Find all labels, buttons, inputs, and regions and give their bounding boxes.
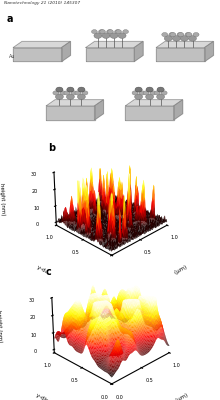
- Polygon shape: [46, 106, 95, 120]
- Text: b: b: [48, 143, 55, 153]
- Text: a: a: [7, 14, 13, 24]
- Polygon shape: [174, 100, 183, 120]
- Circle shape: [193, 32, 199, 37]
- Circle shape: [146, 87, 153, 92]
- Polygon shape: [13, 48, 62, 62]
- Text: Au: Au: [9, 54, 15, 58]
- Circle shape: [66, 94, 74, 100]
- Circle shape: [157, 94, 165, 100]
- Polygon shape: [86, 48, 134, 62]
- Polygon shape: [125, 100, 183, 106]
- Circle shape: [55, 94, 63, 100]
- Polygon shape: [205, 42, 213, 62]
- Circle shape: [135, 87, 142, 92]
- Circle shape: [143, 91, 149, 95]
- Text: c: c: [46, 267, 51, 277]
- Circle shape: [135, 94, 143, 100]
- Circle shape: [99, 30, 104, 34]
- Text: Nanotechnology 21 (2010) 145307: Nanotechnology 21 (2010) 145307: [4, 1, 81, 5]
- Circle shape: [164, 36, 172, 41]
- Circle shape: [77, 94, 85, 100]
- Circle shape: [71, 91, 77, 95]
- Circle shape: [150, 91, 156, 95]
- Circle shape: [169, 32, 175, 37]
- Circle shape: [115, 30, 120, 34]
- Circle shape: [172, 36, 180, 41]
- Circle shape: [92, 30, 97, 34]
- Circle shape: [60, 91, 66, 95]
- Circle shape: [170, 32, 176, 37]
- Circle shape: [75, 91, 81, 95]
- Circle shape: [177, 32, 183, 37]
- Polygon shape: [86, 42, 143, 48]
- Polygon shape: [134, 42, 143, 62]
- Circle shape: [154, 91, 160, 95]
- Circle shape: [108, 30, 113, 34]
- Circle shape: [161, 91, 167, 95]
- Polygon shape: [125, 106, 174, 120]
- X-axis label: x-direction (μm): x-direction (μm): [147, 264, 188, 290]
- Circle shape: [123, 30, 128, 34]
- Circle shape: [185, 32, 191, 37]
- Circle shape: [107, 30, 112, 34]
- Polygon shape: [46, 100, 103, 106]
- Circle shape: [64, 91, 70, 95]
- Y-axis label: y-direction (μm): y-direction (μm): [36, 264, 77, 290]
- Circle shape: [116, 30, 121, 34]
- Circle shape: [146, 94, 154, 100]
- Circle shape: [110, 33, 118, 38]
- Circle shape: [78, 87, 85, 92]
- Circle shape: [139, 91, 145, 95]
- Circle shape: [56, 87, 63, 92]
- Circle shape: [102, 33, 110, 38]
- Y-axis label: y-direction (μm): y-direction (μm): [35, 392, 76, 400]
- Circle shape: [189, 36, 196, 41]
- Polygon shape: [13, 42, 70, 48]
- Circle shape: [67, 87, 74, 92]
- Circle shape: [186, 32, 192, 37]
- Circle shape: [162, 32, 168, 37]
- Circle shape: [118, 33, 126, 38]
- Polygon shape: [62, 42, 70, 62]
- Circle shape: [53, 91, 59, 95]
- Circle shape: [180, 36, 188, 41]
- X-axis label: x-direction (μm): x-direction (μm): [148, 392, 189, 400]
- Circle shape: [178, 32, 184, 37]
- Polygon shape: [156, 48, 205, 62]
- Circle shape: [157, 87, 164, 92]
- Polygon shape: [95, 100, 103, 120]
- Circle shape: [100, 30, 105, 34]
- Circle shape: [132, 91, 138, 95]
- Circle shape: [94, 33, 102, 38]
- Polygon shape: [156, 42, 213, 48]
- Circle shape: [82, 91, 88, 95]
